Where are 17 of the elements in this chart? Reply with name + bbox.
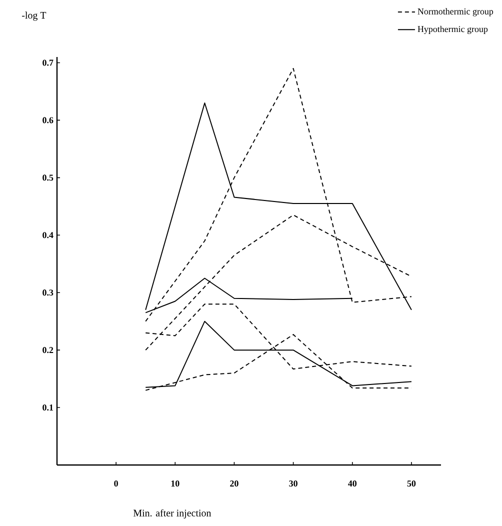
y-axis-title: -log T bbox=[22, 12, 46, 21]
y-tick-label: 0.4 bbox=[42, 232, 54, 238]
x-axis-title: Min. after injection bbox=[133, 509, 212, 518]
y-tick-label: 0.2 bbox=[42, 347, 54, 354]
legend-label: Normothermic group bbox=[418, 8, 494, 16]
x-tick-label: 30 bbox=[289, 480, 298, 487]
x-tick-label: 50 bbox=[407, 480, 416, 487]
y-tick-label: 0.6 bbox=[42, 117, 54, 124]
y-tick-label: 0.5 bbox=[42, 174, 54, 181]
x-tick-label: 40 bbox=[348, 480, 357, 487]
legend-label: Hypothermic group bbox=[418, 26, 488, 34]
x-tick-label: 0 bbox=[114, 480, 118, 487]
y-tick-label: 0.3 bbox=[42, 290, 54, 296]
y-tick-label: 0.1 bbox=[42, 404, 54, 411]
y-tick-label: 0.7 bbox=[42, 60, 54, 66]
x-tick-label: 20 bbox=[230, 480, 238, 487]
x-tick-label: 10 bbox=[171, 480, 180, 487]
